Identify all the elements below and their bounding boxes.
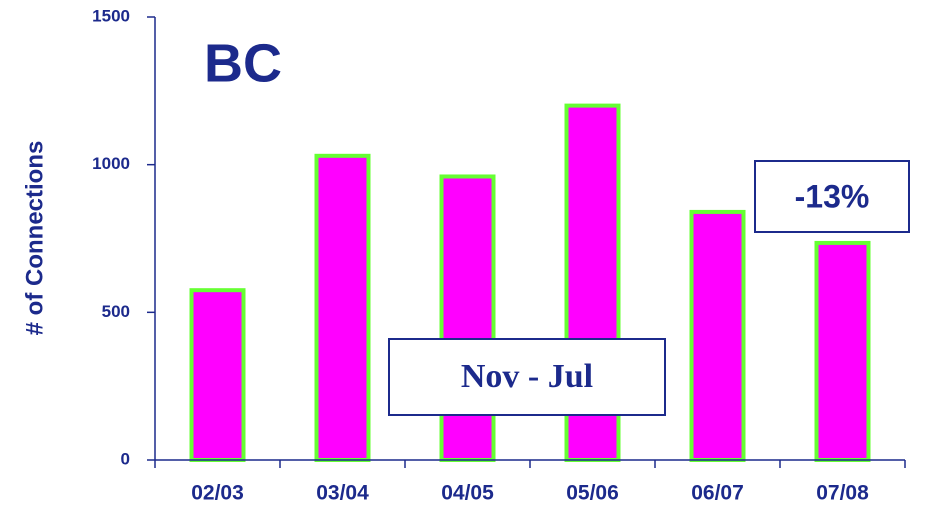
y-tick-label: 1000 bbox=[92, 154, 130, 173]
bar bbox=[689, 209, 746, 462]
annotation: -13% bbox=[795, 178, 870, 214]
x-tick-label: 05/06 bbox=[566, 482, 619, 505]
x-tick-label: 02/03 bbox=[191, 482, 244, 505]
y-tick-label: 0 bbox=[121, 449, 130, 468]
bar bbox=[189, 288, 246, 462]
y-tick-label: 1500 bbox=[92, 6, 130, 25]
x-tick-label: 03/04 bbox=[316, 482, 369, 505]
x-tick-label: 07/08 bbox=[816, 482, 869, 505]
x-tick-label: 06/07 bbox=[691, 482, 744, 505]
annotation-box bbox=[388, 338, 666, 416]
y-axis-label: # of Connections bbox=[21, 141, 48, 336]
annotation: Nov - Jul bbox=[461, 358, 593, 395]
x-tick-label: 04/05 bbox=[441, 482, 494, 505]
annotation-box bbox=[754, 160, 910, 233]
bar bbox=[814, 240, 871, 462]
annotation: BC bbox=[204, 33, 282, 93]
y-tick-label: 500 bbox=[102, 302, 130, 321]
bar bbox=[314, 153, 371, 462]
bar bbox=[439, 174, 496, 462]
